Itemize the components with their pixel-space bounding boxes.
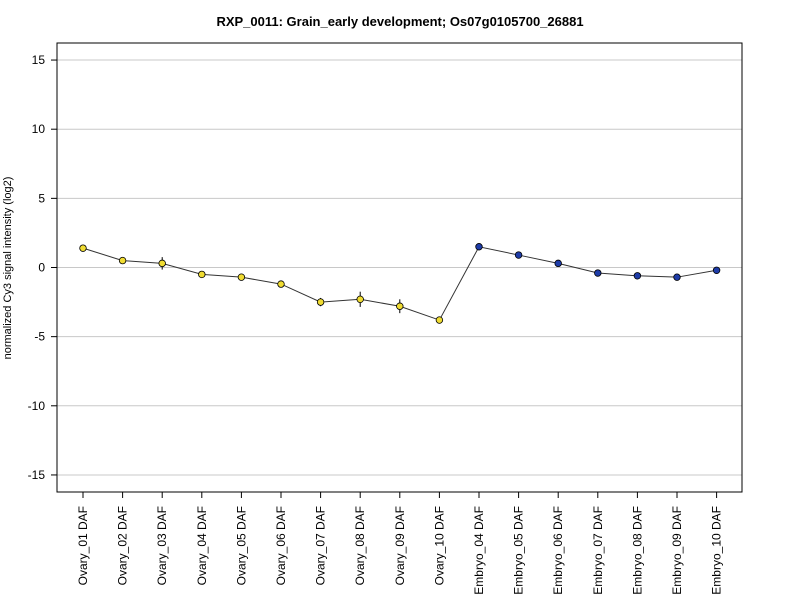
data-point: [396, 302, 404, 310]
plot-frame: [56, 42, 743, 493]
data-point: [475, 243, 483, 251]
x-tick-label: Ovary_01 DAF: [76, 506, 90, 585]
y-tick-label: 5: [38, 191, 45, 205]
x-tick-label: Ovary_09 DAF: [393, 506, 407, 585]
y-tick-label: -10: [28, 399, 46, 413]
data-point: [277, 280, 285, 288]
x-tick-label: Embryo_06 DAF: [551, 506, 565, 595]
data-point: [356, 295, 364, 304]
x-tick-label: Ovary_03 DAF: [155, 506, 169, 585]
data-point: [554, 259, 562, 268]
chart-title: RXP_0011: Grain_early development; Os07g…: [216, 14, 583, 29]
series: [79, 243, 721, 324]
data-point: [79, 244, 87, 252]
y-tick-label: 10: [32, 122, 46, 136]
x-tick-label: Embryo_10 DAF: [710, 506, 724, 595]
data-point: [514, 251, 523, 259]
x-tick-label: Embryo_09 DAF: [670, 506, 684, 595]
data-point: [594, 269, 602, 277]
data-point: [158, 259, 166, 268]
x-tick-label: Ovary_05 DAF: [234, 506, 248, 585]
data-point: [118, 256, 127, 265]
x-tick-label: Embryo_05 DAF: [512, 506, 526, 595]
y-tick-label: -5: [34, 330, 45, 344]
data-point: [633, 272, 642, 280]
y-tick-label: 15: [32, 53, 46, 67]
y-axis-label: normalized Cy3 signal intensity (log2): [2, 177, 14, 360]
x-tick-label: Embryo_04 DAF: [472, 506, 486, 595]
x-tick-label: Ovary_10 DAF: [432, 506, 446, 585]
x-tick-label: Ovary_08 DAF: [353, 506, 367, 585]
x-tick-label: Ovary_07 DAF: [314, 506, 328, 585]
data-point: [435, 316, 444, 324]
data-point: [673, 273, 681, 281]
x-tick-label: Ovary_04 DAF: [195, 506, 209, 585]
x-tick-label: Ovary_02 DAF: [116, 506, 130, 585]
x-tick-label: Ovary_06 DAF: [274, 506, 288, 585]
y-tick-label: -15: [28, 468, 46, 482]
x-tick-label: Embryo_08 DAF: [630, 506, 644, 595]
data-point: [198, 270, 206, 279]
axes: 15 10 5 0 -5 -10 -15 Ovary_01 DAF Ovary_02 DAF Ov…: [28, 53, 724, 595]
y-tick-label: 0: [38, 261, 45, 275]
data-point: [237, 273, 246, 281]
data-point: [316, 298, 325, 306]
x-tick-label: Embryo_07 DAF: [591, 506, 605, 595]
grid-lines: [57, 59, 742, 476]
data-point: [712, 266, 721, 274]
